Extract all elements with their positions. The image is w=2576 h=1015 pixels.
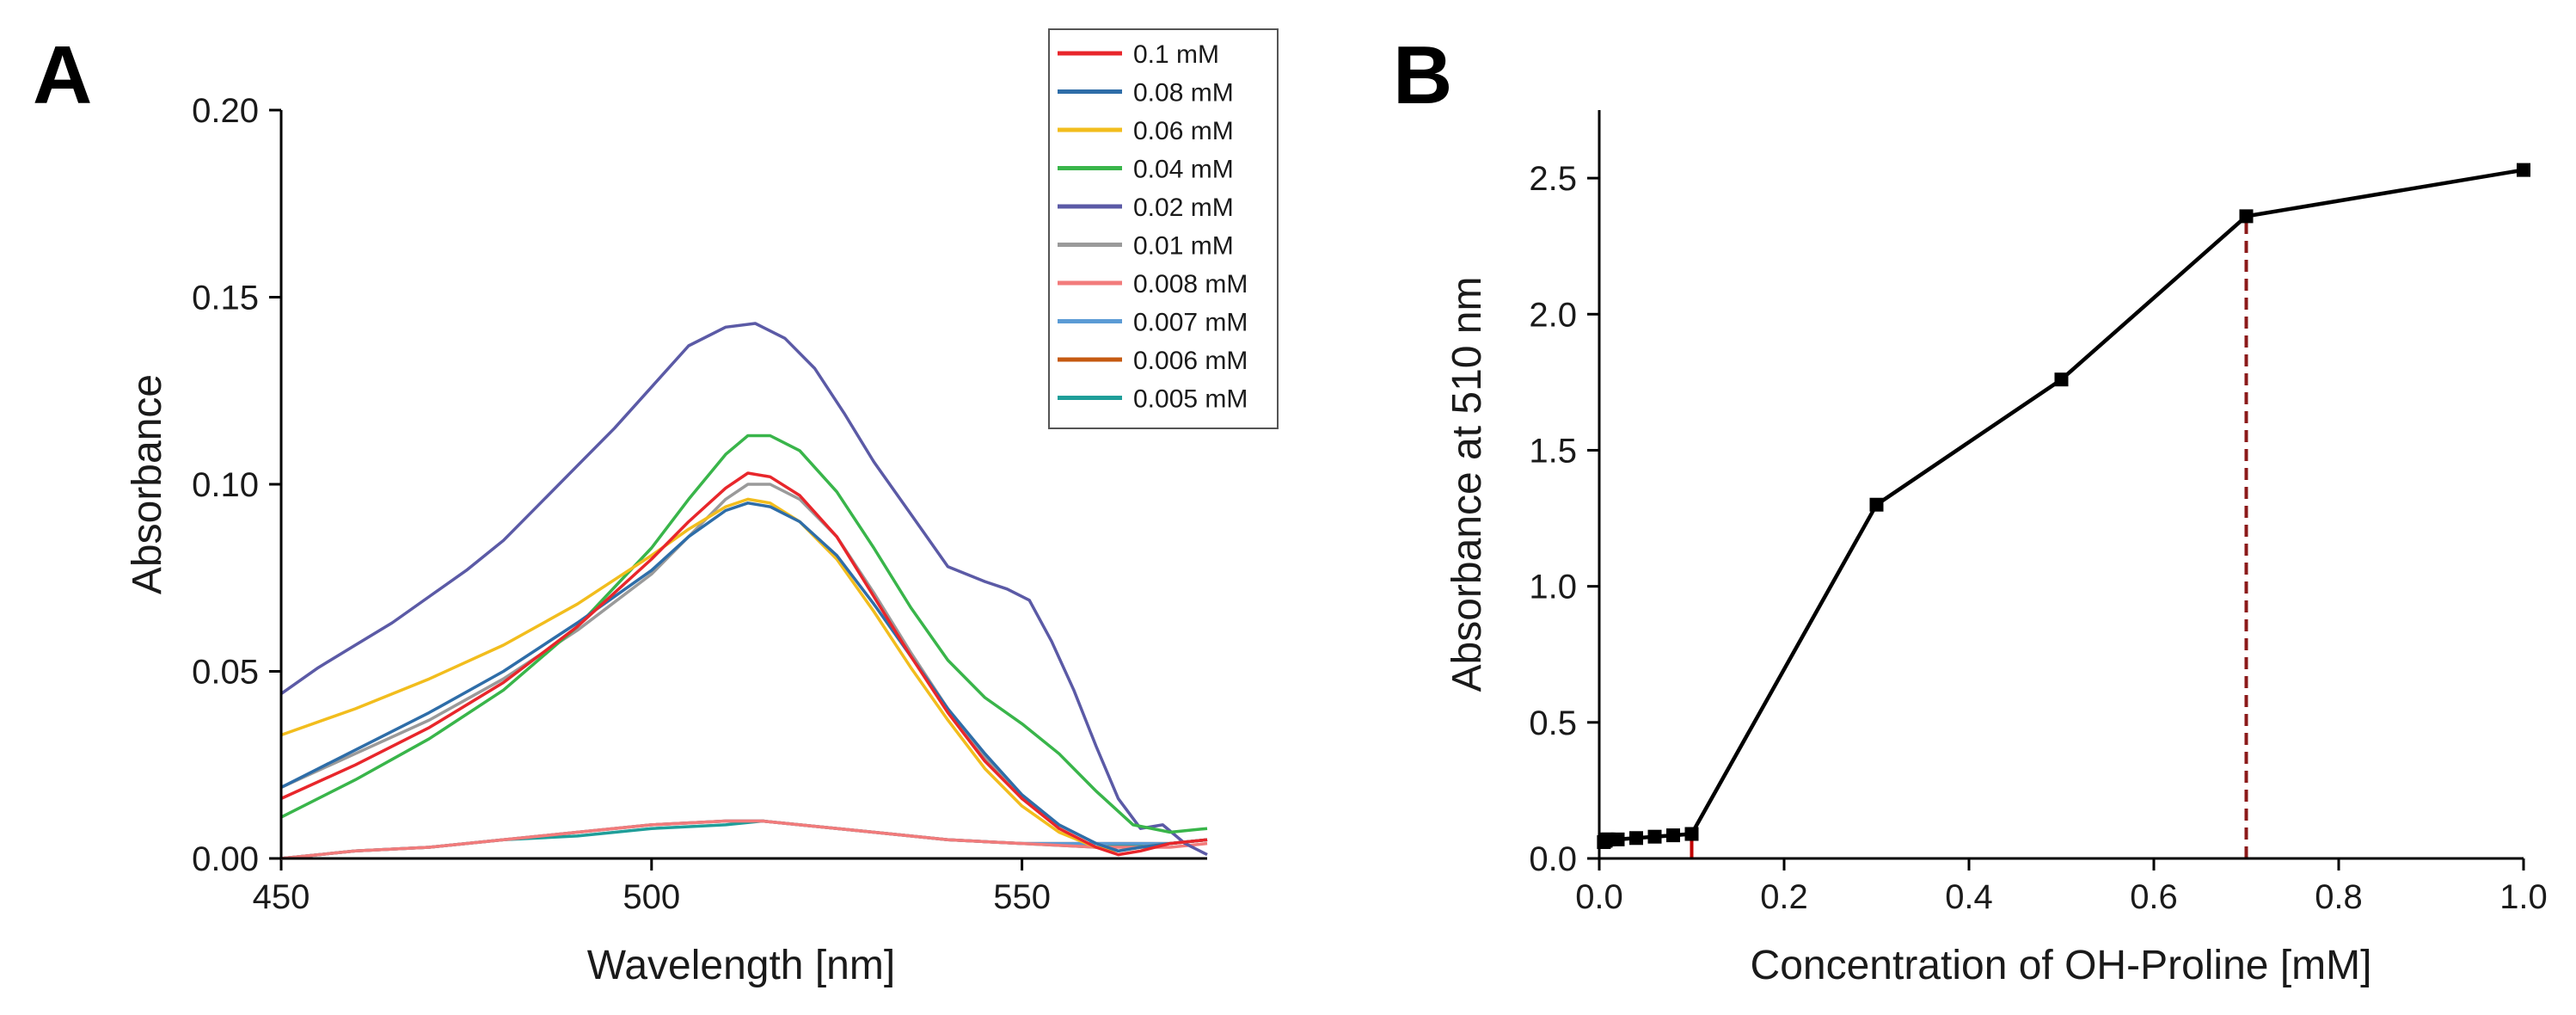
chart-b-x-tick-label: 0.8: [2315, 878, 2363, 916]
chart-a-y-tick-label: 0.00: [192, 840, 259, 878]
chart-b-reference-lines: [1690, 216, 2248, 858]
chart-b-series: [1597, 163, 2530, 850]
chart-a-legend-label: 0.007 mM: [1133, 309, 1248, 337]
chart-a-y-axis-title: Absorbance: [125, 374, 170, 594]
chart-b-y-tick-label: 2.0: [1529, 296, 1577, 334]
chart-b-data-point: [1647, 829, 1662, 844]
chart-a-legend-label: 0.02 mM: [1133, 194, 1234, 222]
chart-a-series-line: [280, 819, 1208, 860]
chart-b-data-point: [2517, 163, 2530, 177]
panel-letter-b: B: [1393, 29, 1452, 121]
chart-a-x-tick-label: 450: [253, 878, 310, 916]
chart-a-series-line: [280, 819, 1208, 860]
chart-a-ticks: 450 500 550 0.00 0.05 0.10 0.15 0.20: [192, 92, 1051, 916]
chart-a-y-tick-label: 0.05: [192, 654, 259, 692]
chart-b-data-point: [2239, 209, 2254, 224]
chart-b-data-point: [1869, 497, 1884, 512]
chart-a-series-line: [279, 322, 1208, 857]
chart-a-x-axis-title: Wavelength [nm]: [587, 943, 895, 988]
chart-a-series-line: [280, 483, 1208, 853]
chart-a-series-line: [280, 471, 1208, 857]
chart-a: 450 500 550 0.00 0.05 0.10 0.15 0.20 Wavelength…: [125, 28, 1279, 988]
chart-b-data-point: [1666, 828, 1680, 843]
chart-a-legend-label: 0.06 mM: [1133, 117, 1234, 145]
chart-b-ticks: 0.0 0.2 0.4 0.6 0.8 1.0 0.0 0.5 1.0 1.5 2.0 2.5: [1529, 160, 2547, 916]
chart-b-x-tick-label: 0.2: [1760, 878, 1808, 916]
chart-b-y-axis-title: Absorbance at 510 nm: [1444, 277, 1490, 692]
chart-a-series-line: [280, 501, 1208, 853]
chart-b-series-line: [1602, 168, 2524, 844]
chart-b-x-tick-label: 0.6: [2130, 878, 2178, 916]
chart-b-data-point: [2054, 372, 2069, 387]
chart-b-x-tick-label: 0.0: [1575, 878, 1623, 916]
chart-a-series-line: [280, 819, 1208, 860]
chart-b-y-tick-label: 0.0: [1529, 840, 1577, 878]
chart-b-y-tick-label: 1.5: [1529, 432, 1577, 470]
chart-b-x-tick-label: 1.0: [2499, 878, 2548, 916]
chart-a-legend-label: 0.04 mM: [1133, 156, 1234, 184]
chart-b-x-axis-title: Concentration of OH-Proline [mM]: [1751, 943, 2372, 988]
chart-a-legend-label: 0.1 mM: [1133, 40, 1219, 69]
chart-a-legend-label: 0.006 mM: [1133, 347, 1248, 375]
chart-a-legend-frame: [1048, 28, 1279, 429]
chart-a-series-line: [280, 819, 1208, 860]
chart-a-x-tick-label: 500: [623, 878, 680, 916]
panel-letter-a: A: [33, 29, 92, 121]
chart-b-data-point: [1629, 831, 1643, 846]
chart-a-series-line: [280, 434, 1208, 834]
chart-a-legend: 0.1 mM 0.08 mM 0.06 mM 0.04 mM 0.02 mM 0.01 m…: [1048, 28, 1279, 429]
chart-b-data-point: [1610, 832, 1625, 846]
chart-a-y-tick-label: 0.15: [192, 280, 259, 317]
chart-a-legend-label: 0.008 mM: [1133, 270, 1248, 298]
chart-b-data-point: [1684, 827, 1699, 841]
chart-b-x-tick-label: 0.4: [1945, 878, 1993, 916]
chart-a-legend-label: 0.08 mM: [1133, 79, 1234, 108]
chart-a-y-tick-label: 0.20: [192, 92, 259, 130]
chart-a-series: [279, 322, 1208, 860]
chart-a-x-tick-label: 550: [993, 878, 1051, 916]
chart-a-legend-label: 0.005 mM: [1133, 385, 1248, 414]
chart-b-y-tick-label: 1.0: [1529, 569, 1577, 606]
chart-b-y-tick-label: 2.5: [1529, 160, 1577, 198]
chart-b: 0.0 0.2 0.4 0.6 0.8 1.0 0.0 0.5 1.0 1.5 2.0 2.5 Con…: [1444, 110, 2548, 988]
chart-a-legend-label: 0.01 mM: [1133, 232, 1234, 261]
chart-a-y-tick-label: 0.10: [192, 466, 259, 504]
chart-b-y-tick-label: 0.5: [1529, 704, 1577, 742]
